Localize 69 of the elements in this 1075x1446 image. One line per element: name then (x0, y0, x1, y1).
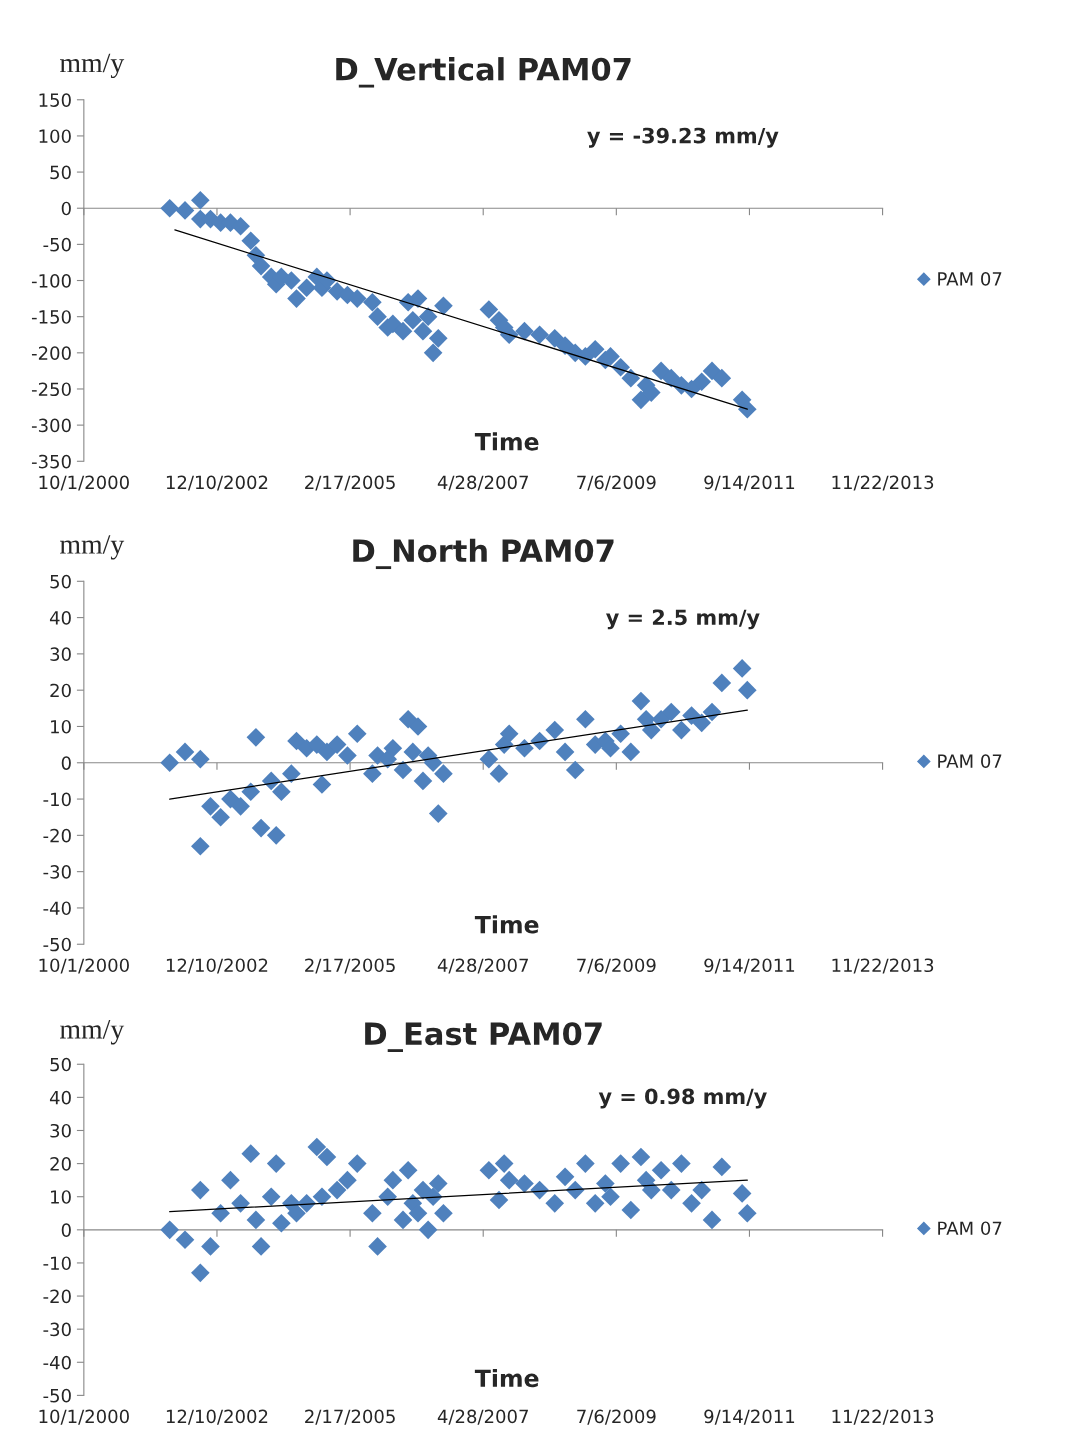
annotation: y = -39.23 mm/y (587, 127, 779, 148)
legend-label: PAM 07 (938, 1221, 1002, 1236)
y-tick-label: -150 (31, 310, 71, 324)
y-tick-label: -50 (43, 237, 71, 252)
y-tick-label: -40 (43, 1355, 71, 1370)
chart-title: D_Vertical PAM07 (336, 57, 631, 88)
x-tick-label: 2/17/2005 (305, 1409, 395, 1425)
y-tick-label: -20 (43, 828, 71, 843)
y-axis-title: mm/y (60, 535, 125, 560)
x-tick-label: 10/1/2000 (39, 958, 129, 974)
y-tick-label: 20 (50, 683, 71, 698)
x-tick-label: 9/14/2011 (704, 958, 795, 974)
y-tick-label: 40 (49, 1090, 71, 1105)
x-tick-label: 12/10/2002 (166, 958, 268, 974)
y-tick-label: -10 (43, 1256, 71, 1271)
x-tick-label: 7/6/2009 (577, 475, 656, 491)
y-tick-label: -50 (43, 937, 71, 952)
x-tick-label: 9/14/2011 (704, 1409, 795, 1425)
x-tick-label: 2/17/2005 (305, 475, 395, 491)
y-tick-label: 0 (61, 1223, 71, 1237)
y-tick-label: 50 (50, 1057, 71, 1072)
y-tick-label: 100 (39, 129, 71, 144)
y-tick-label: -50 (43, 1388, 71, 1403)
y-tick-label: 40 (49, 611, 71, 625)
annotation: y = 0.98 mm/y (598, 1088, 767, 1109)
x-axis-title: Time (474, 1368, 539, 1388)
x-tick-label: 4/28/2007 (437, 475, 528, 491)
y-tick-label: -30 (43, 865, 71, 879)
y-tick-label: -100 (31, 273, 71, 288)
annotation: y = 2.5 mm/y (605, 609, 760, 630)
y-tick-label: 0 (61, 201, 71, 216)
y-tick-label: 30 (50, 1123, 71, 1138)
y-tick-label: -20 (43, 1289, 71, 1304)
y-tick-label: 50 (50, 165, 71, 180)
y-tick-label: -250 (31, 382, 71, 397)
x-axis-title: Time (474, 432, 539, 451)
y-axis-title: mm/y (60, 53, 125, 79)
x-tick-label: 12/10/2002 (166, 1409, 268, 1425)
y-tick-label: -40 (43, 901, 71, 916)
x-tick-label: 10/1/2000 (39, 1409, 129, 1425)
x-tick-label: 11/22/2013 (832, 475, 934, 491)
y-tick-label: 50 (50, 574, 71, 589)
y-tick-label: -200 (31, 346, 71, 360)
x-tick-label: 11/22/2013 (832, 1409, 934, 1425)
y-tick-label: -350 (31, 454, 71, 469)
y-tick-label: -10 (43, 792, 71, 807)
x-tick-label: 4/28/2007 (437, 1409, 528, 1425)
y-tick-label: -300 (31, 418, 71, 433)
y-tick-label: 10 (51, 719, 71, 734)
legend-label: PAM 07 (938, 754, 1002, 768)
x-tick-label: 10/1/2000 (39, 475, 129, 491)
chart-title: D_North PAM07 (353, 538, 614, 570)
x-tick-label: 9/14/2011 (704, 475, 795, 491)
chart-title: D_East PAM07 (365, 1022, 602, 1053)
x-tick-label: 2/17/2005 (305, 958, 395, 974)
y-axis-title: mm/y (60, 1020, 125, 1045)
x-tick-label: 12/10/2002 (166, 475, 268, 491)
y-tick-label: 0 (61, 756, 71, 770)
legend-label: PAM 07 (938, 272, 1002, 286)
x-axis-title: Time (474, 915, 539, 934)
x-tick-label: 11/22/2013 (832, 958, 934, 974)
y-tick-label: 150 (39, 93, 71, 107)
x-tick-label: 7/6/2009 (577, 1409, 656, 1425)
y-tick-label: 20 (50, 1157, 71, 1171)
y-tick-label: -30 (43, 1322, 71, 1337)
x-tick-label: 4/28/2007 (437, 958, 528, 974)
x-tick-label: 7/6/2009 (577, 958, 656, 974)
y-tick-label: 30 (50, 647, 71, 661)
y-tick-label: 10 (51, 1190, 71, 1204)
